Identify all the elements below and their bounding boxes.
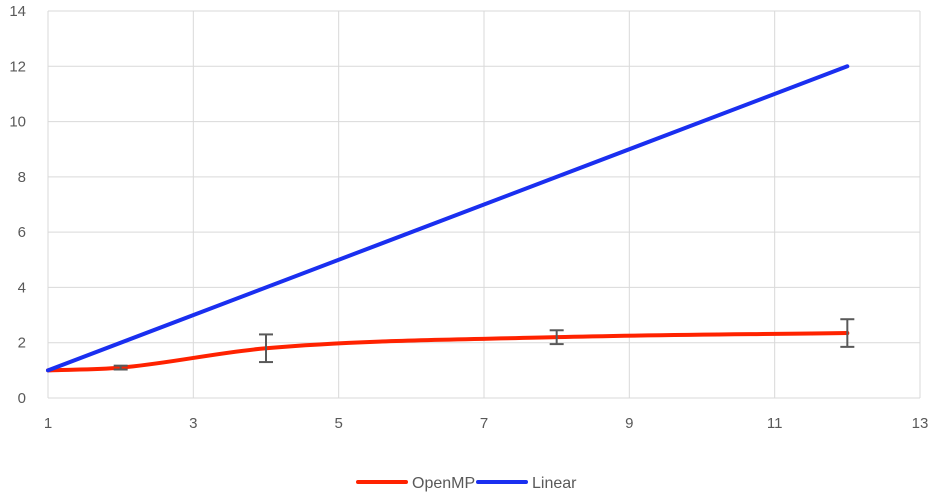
y-tick-label: 10 [9,114,26,131]
x-axis-ticks: 1 3 5 7 9 11 13 [44,415,929,432]
series-line-openmp [46,331,850,373]
y-tick-label: 4 [18,279,26,296]
y-tick-label: 2 [18,335,26,352]
grid [47,10,921,399]
error-bar [113,364,128,371]
y-tick-label: 12 [9,58,26,75]
series-group [46,64,850,373]
y-tick-label: 6 [18,224,26,241]
error-bar [259,333,273,364]
y-tick-label: 8 [18,169,26,186]
legend-item-openmp: OpenMP [356,475,475,492]
y-tick-label: 14 [9,3,26,20]
legend-label: Linear [532,475,577,492]
legend-label: OpenMP [412,475,475,492]
series-line-linear [46,64,850,373]
x-tick-label: 7 [480,415,488,432]
x-tick-label: 3 [189,415,197,432]
y-tick-label: 0 [18,390,26,407]
x-tick-label: 9 [625,415,633,432]
x-tick-label: 11 [767,415,783,432]
y-axis-ticks: 0 2 4 6 8 10 12 14 [9,3,26,407]
x-tick-label: 13 [912,415,929,432]
legend: OpenMP Linear [356,475,577,492]
error-bar [840,318,855,348]
error-bar [549,329,564,346]
x-tick-label: 1 [44,415,52,432]
x-tick-label: 5 [334,415,342,432]
error-bars [113,318,855,371]
legend-item-linear: Linear [476,475,577,492]
